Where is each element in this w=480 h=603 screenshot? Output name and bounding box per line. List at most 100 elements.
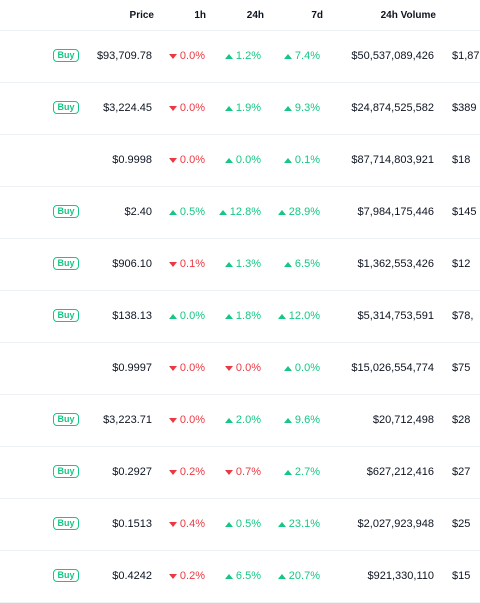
change-7d-cell: 23.1% [277, 518, 320, 530]
table-row[interactable]: Buy $138.13 0.0% 1.8% 12.0% $5,314,753,591 $78… [0, 291, 480, 343]
percent-value: 2.7% [294, 466, 320, 478]
caret-up-icon [277, 209, 286, 215]
table-row[interactable]: Buy $906.10 0.1% 1.3% 6.5% $1,362,553,426 $12 [0, 239, 480, 291]
change-1h-cell: 0.0% [168, 154, 205, 166]
buy-button[interactable]: Buy [53, 101, 79, 114]
percent-value: 12.0% [288, 310, 320, 322]
caret-down-icon [168, 157, 177, 163]
price-cell: $0.2927 [112, 466, 152, 478]
change-24h-cell: 12.8% [218, 206, 261, 218]
volume-cell: $7,984,175,446 [357, 206, 434, 218]
price-cell: $906.10 [112, 258, 152, 270]
percent-value: 6.5% [294, 258, 320, 270]
change-1h-cell: 0.4% [168, 518, 205, 530]
caret-up-icon [224, 573, 233, 579]
volume-cell: $2,027,923,948 [357, 518, 434, 530]
change-24h-cell: 0.5% [224, 518, 261, 530]
caret-down-icon [168, 417, 177, 423]
volume-cell: $20,712,498 [372, 414, 434, 426]
percent-value: 0.7% [235, 466, 261, 478]
caret-down-icon [168, 521, 177, 527]
table-row[interactable]: Buy $0.1513 0.4% 0.5% 23.1% $2,027,923,948 $25 [0, 499, 480, 551]
buy-button[interactable]: Buy [53, 413, 79, 426]
price-cell: $0.9998 [112, 154, 152, 166]
market-cap-cell: $15 [452, 570, 471, 582]
percent-value: 1.8% [235, 310, 261, 322]
buy-button[interactable]: Buy [53, 309, 79, 322]
caret-up-icon [224, 261, 233, 267]
table-row[interactable]: Buy $0.4242 0.2% 6.5% 20.7% $921,330,110 $15 [0, 551, 480, 603]
change-1h-cell: 0.2% [168, 466, 205, 478]
market-cap-cell: $25 [452, 518, 471, 530]
percent-value: 1.3% [235, 258, 261, 270]
percent-value: 0.1% [179, 258, 205, 270]
change-24h-cell: 1.9% [224, 102, 261, 114]
table-row[interactable]: $0.9997 0.0% 0.0% 0.0% $15,026,554,774 $75 [0, 343, 480, 395]
table-row[interactable]: $0.9998 0.0% 0.0% 0.1% $87,714,803,921 $18 [0, 135, 480, 187]
percent-value: 6.5% [235, 570, 261, 582]
buy-button[interactable]: Buy [53, 517, 79, 530]
header-7d[interactable]: 7d [311, 10, 323, 21]
buy-button[interactable]: Buy [53, 205, 79, 218]
buy-button[interactable]: Buy [53, 465, 79, 478]
caret-up-icon [218, 209, 227, 215]
market-cap-cell: $389 [452, 102, 477, 114]
volume-cell: $5,314,753,591 [357, 310, 434, 322]
buy-button[interactable]: Buy [53, 49, 79, 62]
table-row[interactable]: Buy $2.40 0.5% 12.8% 28.9% $7,984,175,446 $145 [0, 187, 480, 239]
caret-up-icon [283, 417, 292, 423]
caret-up-icon [283, 157, 292, 163]
caret-down-icon [168, 469, 177, 475]
caret-up-icon [224, 105, 233, 111]
percent-value: 0.4% [179, 518, 205, 530]
buy-button[interactable]: Buy [53, 569, 79, 582]
change-7d-cell: 6.5% [283, 258, 320, 270]
percent-value: 28.9% [288, 206, 320, 218]
percent-value: 12.8% [229, 206, 261, 218]
market-cap-cell: $1,872 [452, 50, 480, 62]
percent-value: 0.2% [179, 466, 205, 478]
price-cell: $3,224.45 [103, 102, 152, 114]
volume-cell: $50,537,089,426 [351, 50, 434, 62]
header-1h[interactable]: 1h [194, 10, 206, 21]
change-1h-cell: 0.0% [168, 362, 205, 374]
caret-up-icon [277, 573, 286, 579]
caret-down-icon [224, 365, 233, 371]
table-row[interactable]: Buy $0.2927 0.2% 0.7% 2.7% $627,212,416 $27 [0, 447, 480, 499]
change-7d-cell: 7.4% [283, 50, 320, 62]
buy-button[interactable]: Buy [53, 257, 79, 270]
change-1h-cell: 0.5% [168, 206, 205, 218]
table-row[interactable]: Buy $3,223.71 0.0% 2.0% 9.6% $20,712,498 $28 [0, 395, 480, 447]
caret-up-icon [168, 313, 177, 319]
caret-down-icon [168, 365, 177, 371]
price-cell: $138.13 [112, 310, 152, 322]
table-row[interactable]: Buy $3,224.45 0.0% 1.9% 9.3% $24,874,525,582 $… [0, 83, 480, 135]
caret-down-icon [224, 469, 233, 475]
table-row[interactable]: Buy $93,709.78 0.0% 1.2% 7.4% $50,537,089,426… [0, 31, 480, 83]
percent-value: 0.0% [179, 154, 205, 166]
header-24h-volume[interactable]: 24h Volume [380, 10, 436, 21]
volume-cell: $24,874,525,582 [351, 102, 434, 114]
caret-up-icon [283, 469, 292, 475]
header-24h[interactable]: 24h [246, 10, 264, 21]
change-7d-cell: 0.0% [283, 362, 320, 374]
caret-down-icon [168, 261, 177, 267]
percent-value: 0.0% [179, 50, 205, 62]
change-24h-cell: 6.5% [224, 570, 261, 582]
percent-value: 0.0% [179, 362, 205, 374]
table-header: Price 1h 24h 7d 24h Volume [0, 0, 480, 31]
price-cell: $3,223.71 [103, 414, 152, 426]
market-cap-cell: $12 [452, 258, 471, 270]
header-price[interactable]: Price [129, 10, 154, 21]
market-cap-cell: $75 [452, 362, 471, 374]
percent-value: 7.4% [294, 50, 320, 62]
percent-value: 0.0% [179, 102, 205, 114]
percent-value: 2.0% [235, 414, 261, 426]
change-7d-cell: 0.1% [283, 154, 320, 166]
caret-up-icon [224, 313, 233, 319]
change-7d-cell: 9.6% [283, 414, 320, 426]
caret-up-icon [168, 209, 177, 215]
change-1h-cell: 0.0% [168, 310, 205, 322]
market-cap-cell: $28 [452, 414, 471, 426]
percent-value: 0.1% [294, 154, 320, 166]
